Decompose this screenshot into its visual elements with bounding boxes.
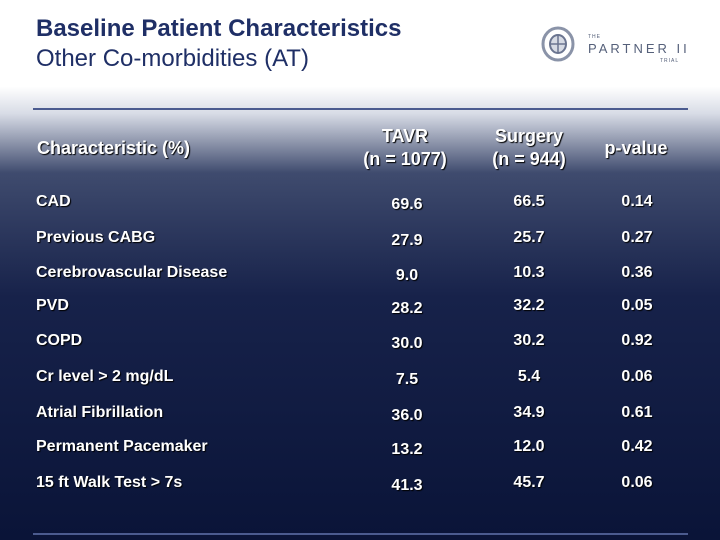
row-tavr: 36.0 <box>391 407 423 424</box>
row-pvalue: 0.92 <box>621 332 653 349</box>
row-pvalue: 0.27 <box>621 229 653 246</box>
table-row: Permanent Pacemaker 13.2 12.0 0.42 <box>0 438 720 472</box>
title-main: Baseline Patient Characteristics <box>36 15 402 42</box>
row-pvalue: 0.61 <box>621 404 653 421</box>
row-surgery: 45.7 <box>513 474 545 491</box>
row-surgery: 66.5 <box>513 193 545 210</box>
row-surgery: 12.0 <box>513 438 545 455</box>
table-row: Atrial Fibrillation 36.0 34.9 0.61 <box>0 404 720 438</box>
row-tavr: 9.0 <box>395 267 419 284</box>
row-label: CAD <box>36 193 71 210</box>
title-subtitle: Other Co-morbidities (AT) <box>36 45 309 72</box>
header-surgery-line2: (n = 944) <box>492 149 566 169</box>
bottom-divider <box>33 533 688 535</box>
partner-logo: THE PARTNER II TRIAL <box>538 20 688 70</box>
row-label: Atrial Fibrillation <box>36 404 164 421</box>
row-tavr: 13.2 <box>391 441 423 458</box>
header-tavr: TAVR (n = 1077) <box>350 125 460 171</box>
logo-the: THE <box>588 34 601 40</box>
table-row: Cerebrovascular Disease 9.0 10.3 0.36 <box>0 264 720 298</box>
top-divider <box>33 108 688 110</box>
row-tavr: 27.9 <box>391 232 423 249</box>
table-row: Previous CABG 27.9 25.7 0.27 <box>0 229 720 263</box>
header-pvalue: p-value <box>604 138 668 158</box>
logo-name: PARTNER II <box>588 41 690 56</box>
row-pvalue: 0.42 <box>621 438 653 455</box>
row-label: COPD <box>36 332 83 349</box>
row-surgery: 25.7 <box>513 229 545 246</box>
row-label: 15 ft Walk Test > 7s <box>36 474 183 491</box>
table-row: Cr level > 2 mg/dL 7.5 5.4 0.06 <box>0 368 720 402</box>
row-pvalue: 0.06 <box>621 474 653 491</box>
row-label: PVD <box>36 297 69 314</box>
row-tavr: 41.3 <box>391 477 423 494</box>
slide-title: Baseline Patient Characteristics Other C… <box>36 14 402 74</box>
logo-trial: TRIAL <box>660 58 680 64</box>
row-surgery: 34.9 <box>513 404 545 421</box>
header-surgery-line1: Surgery <box>494 126 564 146</box>
table-row: CAD 69.6 66.5 0.14 <box>0 193 720 227</box>
row-label: Permanent Pacemaker <box>36 438 208 455</box>
row-surgery: 32.2 <box>513 297 545 314</box>
row-pvalue: 0.14 <box>621 193 653 210</box>
row-pvalue: 0.36 <box>621 264 653 281</box>
header-tavr-line1: TAVR <box>381 126 429 146</box>
row-tavr: 69.6 <box>391 196 423 213</box>
table-row: COPD 30.0 30.2 0.92 <box>0 332 720 366</box>
row-pvalue: 0.05 <box>621 297 653 314</box>
row-tavr: 7.5 <box>395 371 419 388</box>
row-surgery: 10.3 <box>513 264 545 281</box>
heart-valve-icon <box>541 26 575 62</box>
row-tavr: 28.2 <box>391 300 423 317</box>
row-pvalue: 0.06 <box>621 368 653 385</box>
header-characteristic: Characteristic (%) <box>37 138 191 158</box>
header-surgery: Surgery (n = 944) <box>474 125 584 171</box>
row-tavr: 30.0 <box>391 335 423 352</box>
header-tavr-line2: (n = 1077) <box>363 149 447 169</box>
row-label: Previous CABG <box>36 229 156 246</box>
row-surgery: 30.2 <box>513 332 545 349</box>
row-label: Cerebrovascular Disease <box>36 264 228 281</box>
row-surgery: 5.4 <box>517 368 541 385</box>
table-row: PVD 28.2 32.2 0.05 <box>0 297 720 331</box>
table-row: 15 ft Walk Test > 7s 41.3 45.7 0.06 <box>0 474 720 508</box>
row-label: Cr level > 2 mg/dL <box>36 368 174 385</box>
